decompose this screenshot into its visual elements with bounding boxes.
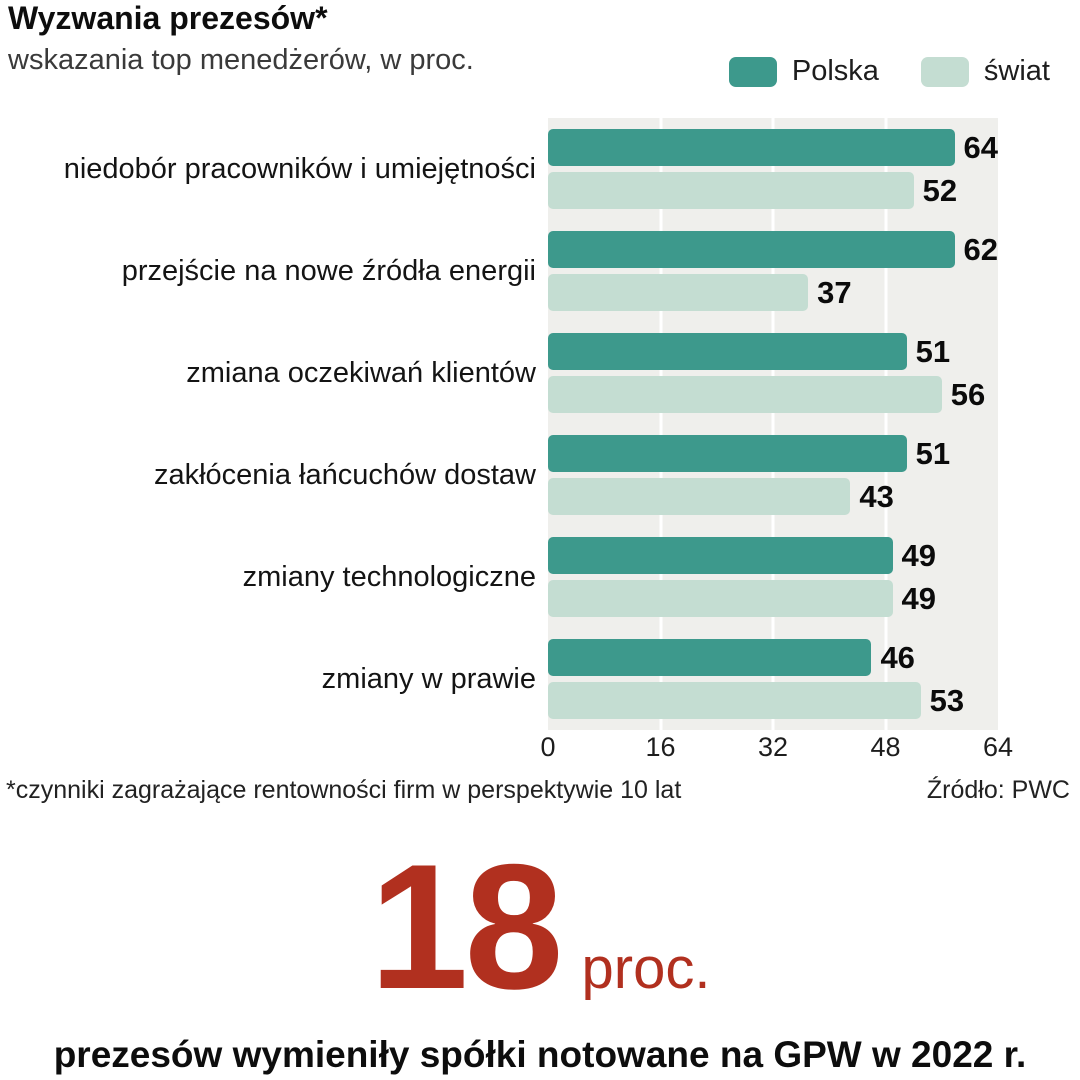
legend-item-swiat: świat (920, 55, 1050, 88)
bar-group: 51 56 (548, 322, 998, 424)
page-title: Wyzwania prezesów* (8, 0, 328, 36)
highlight-caption: prezesów wymieniły spółki notowane na GP… (53, 1034, 1027, 1075)
source-credit: Źródło: PWC (926, 776, 1070, 804)
bar-świat (548, 580, 893, 617)
bar-świat (548, 478, 851, 515)
bar-świat (548, 682, 921, 719)
bar-group: 49 49 (548, 526, 998, 628)
bar-group: 51 43 (548, 424, 998, 526)
bar-polska (548, 639, 872, 676)
bar-polska (548, 129, 955, 166)
x-axis: 0 16 32 48 64 (540, 732, 1013, 764)
bar-świat (548, 376, 942, 413)
category-labels: niedobór pracowników i umiejętności przej… (0, 118, 540, 730)
x-tick-label: 16 (645, 732, 676, 762)
plot-area: 64 52 62 37 51 56 51 43 49 49 46 53 (548, 118, 998, 730)
gridline (884, 118, 887, 730)
bar-row-polska: 46 (548, 639, 998, 676)
legend-swatch-polska (728, 56, 777, 87)
category-label: niedobór pracowników i umiejętności (63, 152, 536, 185)
bar-świat (548, 172, 914, 209)
bar-chart: niedobór pracowników i umiejętności przej… (0, 118, 1080, 730)
bar-value: 53 (929, 682, 965, 718)
bar-polska (548, 333, 907, 370)
bar-value: 64 (963, 129, 998, 165)
bar-value: 51 (915, 435, 951, 471)
bar-group: 62 37 (548, 220, 998, 322)
bar-group: 46 53 (548, 628, 998, 730)
bar-value: 56 (950, 376, 986, 412)
bar-value: 49 (901, 580, 937, 616)
bar-value: 37 (817, 274, 852, 310)
bar-value: 43 (859, 478, 894, 514)
bar-row-polska: 49 (548, 537, 998, 574)
page-subtitle: wskazania top menedżerów, w proc. (8, 44, 474, 76)
x-tick-label: 48 (870, 732, 901, 762)
bar-row-polska: 64 (548, 129, 998, 166)
x-tick-label: 32 (757, 732, 789, 762)
legend-label-polska: Polska (791, 55, 879, 87)
bar-value: 46 (880, 639, 915, 675)
x-tick-label: 0 (540, 732, 556, 762)
bar-row-świat: 52 (548, 172, 998, 209)
bar-row-świat: 53 (548, 682, 998, 719)
bar-polska (548, 537, 893, 574)
bar-polska (548, 435, 907, 472)
footnote: *czynniki zagrażające rentowności firm w… (6, 776, 682, 804)
chart-legend: Polska świat (728, 55, 1050, 88)
category-label: zmiany w prawie (321, 662, 536, 695)
bar-group: 64 52 (548, 118, 998, 220)
highlight-unit: proc. (581, 936, 711, 1001)
bar-row-świat: 56 (548, 376, 998, 413)
category-label: przejście na nowe źródła energii (121, 254, 536, 287)
category-label: zakłócenia łańcuchów dostaw (153, 458, 536, 491)
gridline (771, 118, 775, 730)
highlight-number: 18 (369, 827, 564, 1026)
bar-świat (548, 274, 809, 311)
bar-row-polska: 62 (548, 231, 998, 268)
bar-row-polska: 51 (548, 333, 998, 370)
legend-label-swiat: świat (983, 55, 1050, 87)
bar-row-świat: 43 (548, 478, 998, 515)
x-tick-label: 64 (982, 732, 1014, 762)
highlight-stat: 18 proc. (0, 838, 1080, 1016)
gridline (659, 118, 662, 730)
bar-value: 49 (901, 537, 937, 573)
bar-rows: 64 52 62 37 51 56 51 43 49 49 46 53 (548, 118, 998, 730)
bar-value: 62 (963, 231, 998, 267)
legend-swatch-swiat (920, 56, 969, 87)
bar-row-polska: 51 (548, 435, 998, 472)
category-label: zmiana oczekiwań klientów (186, 356, 536, 389)
bar-row-świat: 37 (548, 274, 998, 311)
legend-item-polska: Polska (728, 55, 879, 88)
bar-polska (548, 231, 955, 268)
bar-value: 51 (915, 333, 951, 369)
bar-value: 52 (922, 172, 958, 208)
bar-row-świat: 49 (548, 580, 998, 617)
category-label: zmiany technologiczne (242, 560, 536, 593)
